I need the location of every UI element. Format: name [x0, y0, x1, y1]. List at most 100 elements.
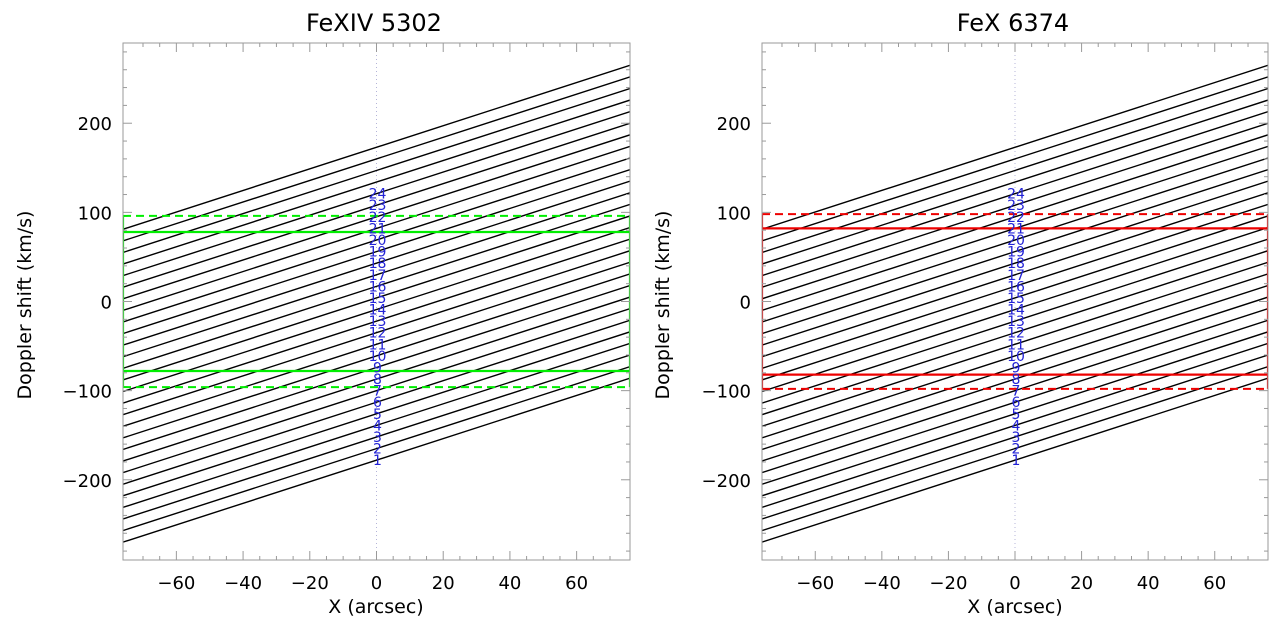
y-tick-label: −200: [63, 471, 112, 492]
series-line: [123, 238, 630, 404]
series-number-label: 10: [1007, 349, 1025, 365]
series-line: [123, 64, 630, 230]
y-axis-label: Doppler shift (km/s): [652, 211, 674, 400]
series-line: [123, 331, 630, 497]
series-line: [123, 354, 630, 520]
series-line: [762, 180, 1268, 346]
x-tick-label: −40: [863, 573, 901, 594]
series-line: [123, 365, 630, 532]
x-tick-label: 20: [432, 573, 455, 594]
x-tick-label: 60: [565, 573, 588, 594]
series-number-label: 5: [1012, 407, 1021, 423]
series-number-label: 22: [369, 210, 387, 226]
series-line: [123, 157, 630, 323]
series-number-label: 21: [1007, 221, 1025, 237]
series-line: [762, 365, 1268, 532]
series-line: [123, 377, 630, 543]
series-number-label: 9: [373, 360, 382, 376]
series-number-label: 17: [369, 268, 387, 284]
y-tick-label: 0: [740, 293, 751, 314]
series-line: [123, 145, 630, 312]
series-number-label: 7: [1012, 384, 1021, 400]
y-tick-label: 0: [101, 293, 112, 314]
series-line: [123, 87, 630, 254]
series-number-label: 12: [1007, 326, 1025, 342]
series-line: [123, 273, 630, 439]
x-tick-label: −20: [929, 573, 967, 594]
series-line: [762, 238, 1268, 404]
x-tick-label: 40: [498, 573, 521, 594]
series-line: [123, 215, 630, 381]
series-number-label: 19: [1007, 245, 1025, 261]
series-number-label: 14: [1007, 303, 1025, 319]
series-number-label: 2: [373, 442, 382, 458]
series-number-label: 13: [369, 314, 387, 330]
y-tick-label: −100: [63, 382, 112, 403]
plot-area: [762, 43, 1268, 560]
series-number-label: 23: [369, 198, 387, 214]
series-number-label: 24: [369, 187, 387, 203]
series-line: [123, 284, 630, 451]
series-number-label: 2: [1012, 442, 1021, 458]
series-number-label: 18: [369, 256, 387, 272]
series-line: [762, 64, 1268, 230]
x-tick-label: 0: [371, 573, 382, 594]
x-tick-label: −60: [157, 573, 195, 594]
series-line: [762, 226, 1268, 393]
series-line: [762, 111, 1268, 277]
panel-fexiv-5302: FeXIV 5302 X (arcsec) Doppler shift (km/…: [14, 9, 631, 618]
series-line: [762, 157, 1268, 323]
x-tick-label: −40: [224, 573, 262, 594]
series-line: [762, 192, 1268, 358]
series-line: [762, 308, 1268, 474]
series-line: [123, 261, 630, 427]
x-tick-label: 20: [1070, 573, 1093, 594]
series-line: [762, 215, 1268, 381]
series-number-label: 3: [373, 430, 382, 446]
y-tick-label: 200: [717, 114, 751, 135]
series-number-label: 5: [373, 407, 382, 423]
series-number-label: 16: [1007, 279, 1025, 295]
series-number-label: 11: [369, 337, 387, 353]
series-number-label: 15: [369, 291, 387, 307]
series-number-label: 13: [1007, 314, 1025, 330]
x-axis-label: X (arcsec): [328, 596, 423, 618]
series-number-label: 15: [1007, 291, 1025, 307]
series-number-label: 20: [1007, 233, 1025, 249]
series-number-label: 4: [1012, 418, 1021, 434]
series-line: [762, 331, 1268, 497]
series-number-label: 3: [1012, 430, 1021, 446]
series-number-label: 6: [373, 395, 382, 411]
series-number-label: 20: [369, 233, 387, 249]
series-line: [123, 76, 630, 242]
x-axis-label: X (arcsec): [967, 596, 1062, 618]
series-number-label: 18: [1007, 256, 1025, 272]
series-line: [123, 226, 630, 393]
series-number-label: 16: [369, 279, 387, 295]
x-tick-label: 0: [1009, 573, 1020, 594]
series-line: [123, 180, 630, 346]
series-line: [762, 319, 1268, 485]
y-tick-label: −200: [702, 471, 751, 492]
series-line: [762, 354, 1268, 520]
plot-area: [123, 43, 630, 560]
series-number-label: 21: [369, 221, 387, 237]
series-number-label: 1: [373, 453, 382, 469]
y-tick-label: 200: [78, 114, 112, 135]
series-number-label: 24: [1007, 187, 1025, 203]
series-number-label: 11: [1007, 337, 1025, 353]
series-line: [762, 250, 1268, 416]
series-number-label: 14: [369, 303, 387, 319]
series-line: [762, 87, 1268, 254]
series-line: [762, 203, 1268, 369]
series-number-label: 10: [369, 349, 387, 365]
panel-title: FeX 6374: [957, 9, 1069, 37]
series-line: [123, 168, 630, 335]
y-tick-label: −100: [702, 382, 751, 403]
series-number-label: 8: [373, 372, 382, 388]
x-tick-label: 40: [1137, 573, 1160, 594]
series-line: [123, 308, 630, 474]
series-line: [762, 168, 1268, 335]
series-line: [123, 111, 630, 277]
